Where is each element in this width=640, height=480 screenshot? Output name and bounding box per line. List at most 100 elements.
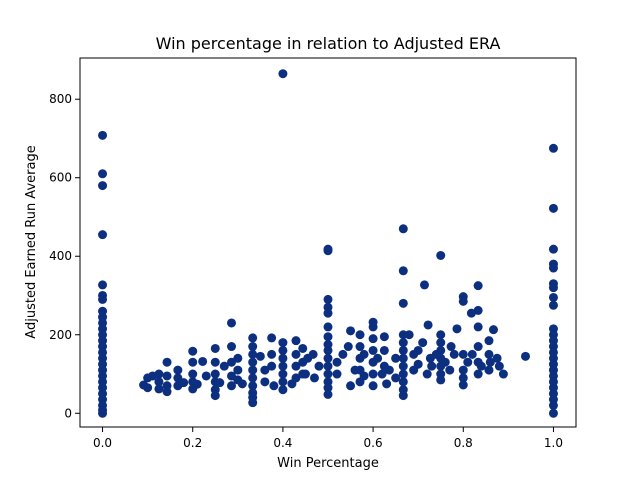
scatter-point	[398, 345, 408, 355]
scatter-point	[278, 69, 288, 79]
scatter-point	[548, 203, 558, 213]
scatter-point	[201, 371, 211, 381]
scatter-point	[418, 338, 428, 348]
scatter-point	[173, 365, 183, 375]
scatter-point	[248, 398, 258, 408]
scatter-point	[210, 343, 220, 353]
scatter-point	[466, 308, 476, 318]
plot-frame	[79, 57, 577, 428]
scatter-point	[440, 357, 450, 367]
scatter-point	[332, 369, 342, 379]
scatter-point	[458, 365, 468, 375]
scatter-point	[473, 281, 483, 291]
scatter-point	[548, 263, 558, 273]
scatter-point	[473, 305, 483, 315]
scatter-point	[485, 357, 495, 367]
scatter-point	[548, 300, 558, 310]
scatter-point	[139, 380, 149, 390]
scatter-point	[143, 373, 153, 383]
scatter-point	[373, 353, 383, 363]
scatter-point	[267, 333, 277, 343]
y-tick-label: 200	[49, 328, 72, 342]
scatter-point	[484, 365, 494, 375]
scatter-point	[476, 361, 486, 371]
scatter-point	[323, 294, 333, 304]
scatter-point	[298, 343, 308, 353]
scatter-point	[179, 378, 189, 388]
scatter-point	[463, 357, 473, 367]
scatter-point	[162, 371, 172, 381]
scatter-point	[409, 349, 419, 359]
scatter-point	[198, 356, 208, 366]
scatter-point	[377, 369, 387, 379]
scatter-point	[291, 349, 301, 359]
scatter-point	[484, 349, 494, 359]
scatter-point	[323, 369, 333, 379]
scatter-point	[398, 369, 408, 379]
scatter-point	[398, 266, 408, 276]
scatter-point	[398, 353, 408, 363]
scatter-point	[382, 379, 392, 389]
scatter-point	[398, 391, 408, 401]
scatter-point	[98, 130, 108, 140]
scatter-point	[427, 361, 437, 371]
scatter-point	[233, 353, 243, 363]
scatter-point	[548, 283, 558, 293]
scatter-point	[248, 381, 258, 391]
y-axis: 0 200 400 600 800	[49, 92, 80, 420]
x-tick-label: 0.0	[93, 436, 112, 450]
scatter-point	[413, 359, 423, 369]
scatter-point	[473, 342, 483, 352]
scatter-point	[458, 373, 468, 383]
scatter-point	[260, 377, 270, 387]
scatter-point	[423, 320, 433, 330]
scatter-point	[498, 369, 508, 379]
scatter-point	[188, 369, 198, 379]
scatter-point	[398, 377, 408, 387]
scatter-point	[368, 345, 378, 355]
scatter-point	[548, 400, 558, 410]
x-tick-label: 0.4	[273, 436, 292, 450]
scatter-point	[323, 383, 333, 393]
scatter-point	[278, 361, 288, 371]
scatter-point	[248, 357, 258, 367]
scatter-point	[398, 224, 408, 234]
scatter-point	[267, 349, 277, 359]
scatter-point	[419, 280, 429, 290]
scatter-point	[162, 357, 172, 367]
scatter-point	[210, 357, 220, 367]
scatter-point	[154, 384, 164, 394]
scatter-point	[227, 381, 237, 391]
scatter-point	[278, 338, 288, 348]
scatter-point	[98, 230, 108, 240]
scatter-point	[300, 369, 310, 379]
scatter-points	[98, 69, 558, 418]
scatter-point	[473, 322, 483, 332]
scatter-point	[287, 379, 297, 389]
scatter-point	[343, 342, 353, 352]
scatter-point	[98, 294, 108, 304]
scatter-point	[210, 369, 220, 379]
scatter-point	[215, 378, 225, 388]
x-axis: 0.0 0.2 0.4 0.6 0.8 1.0	[93, 427, 563, 450]
scatter-point	[494, 361, 504, 371]
scatter-point	[431, 349, 441, 359]
scatter-point	[436, 250, 446, 260]
scatter-point	[154, 377, 164, 387]
scatter-point	[355, 330, 365, 340]
scatter-point	[458, 349, 468, 359]
scatter-point	[323, 308, 333, 318]
scatter-point	[548, 244, 558, 254]
scatter-point	[398, 361, 408, 371]
scatter-point	[323, 322, 333, 332]
scatter-point	[269, 381, 279, 391]
scatter-point	[521, 351, 530, 361]
scatter-point	[248, 342, 258, 352]
scatter-point	[391, 373, 401, 383]
y-tick-label: 600	[49, 171, 72, 185]
scatter-point	[368, 369, 378, 379]
scatter-point	[314, 361, 324, 371]
y-tick-label: 400	[49, 249, 72, 263]
scatter-point	[391, 353, 401, 363]
x-tick-label: 1.0	[544, 436, 563, 450]
